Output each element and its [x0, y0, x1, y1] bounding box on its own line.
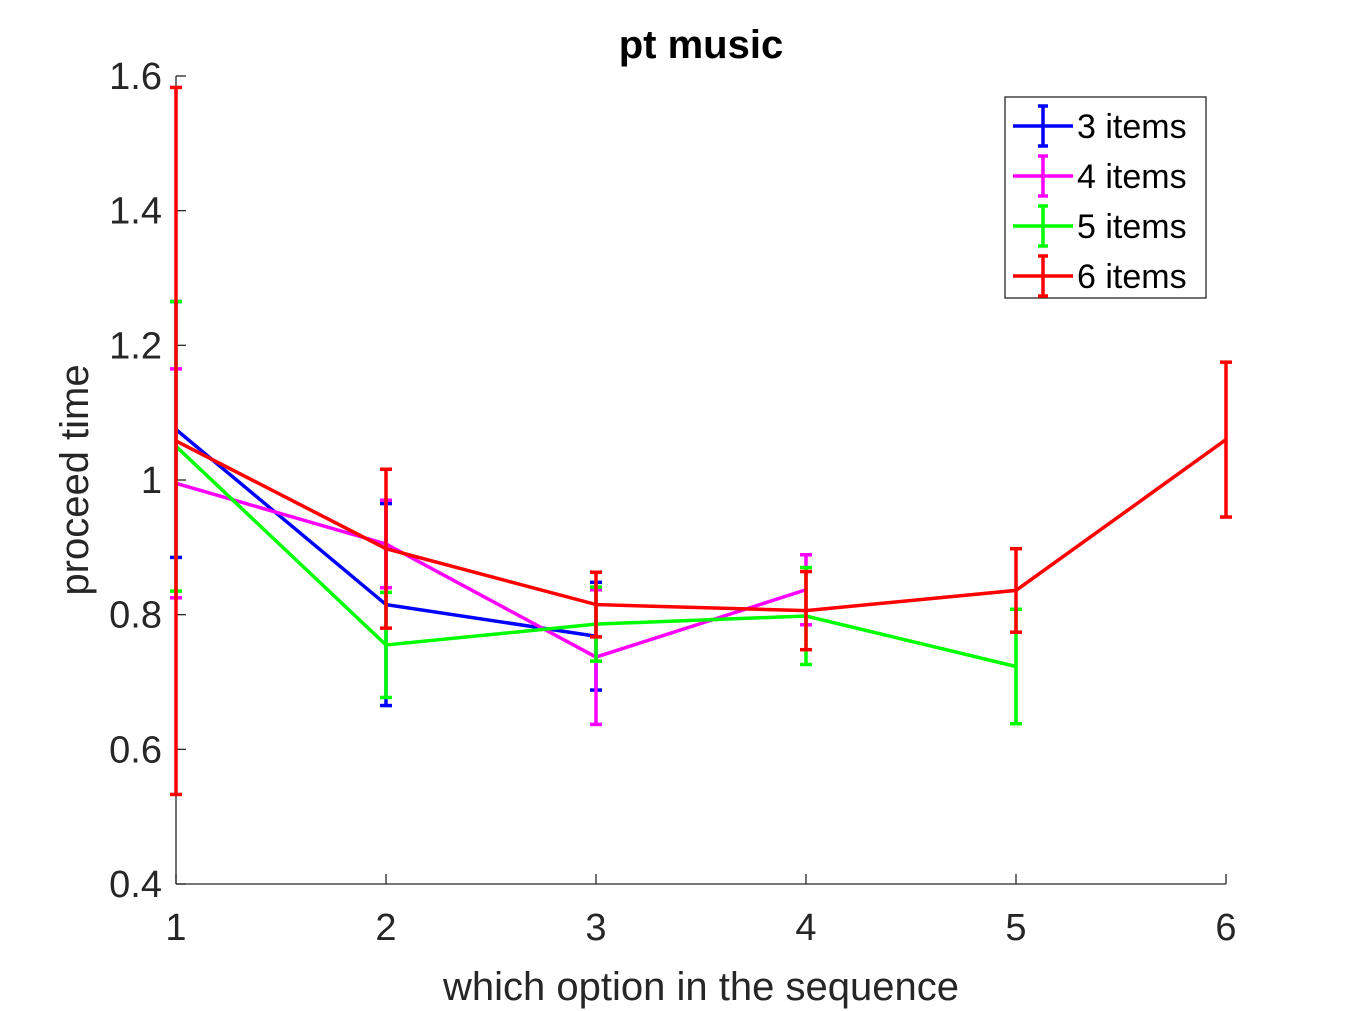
- legend-label: 6 items: [1077, 258, 1187, 296]
- y-tick-label: 1.4: [109, 191, 162, 233]
- legend-item: 3 items: [1013, 104, 1187, 148]
- legend-label: 3 items: [1077, 108, 1187, 146]
- x-tick-label: 5: [1005, 907, 1026, 949]
- x-axis-label: which option in the sequence: [442, 965, 959, 1009]
- series-4: [170, 85, 1232, 797]
- y-tick-label: 1.2: [109, 325, 162, 367]
- series-3: [170, 299, 1022, 726]
- legend-item: 6 items: [1013, 254, 1187, 298]
- legend-item: 5 items: [1013, 204, 1187, 248]
- y-tick-label: 1.6: [109, 56, 162, 98]
- y-tick-label: 0.4: [109, 864, 162, 906]
- legend-label: 5 items: [1077, 208, 1187, 246]
- y-axis-label: proceed time: [53, 364, 97, 595]
- series-line: [175, 438, 1228, 613]
- x-tick-label: 1: [165, 907, 186, 949]
- x-tick-label: 3: [585, 907, 606, 949]
- y-tick-label: 0.8: [109, 595, 162, 637]
- legend-item: 4 items: [1013, 154, 1187, 198]
- plot-area: [170, 85, 1232, 797]
- series-2: [170, 367, 812, 727]
- axes: 1 2 3 4 5 6 0.4 0.6 0.8 1 1.2 1.4 1.6: [109, 56, 1236, 949]
- chart-title: pt music: [619, 23, 783, 67]
- x-tick-label: 2: [375, 907, 396, 949]
- y-tick-label: 1: [141, 460, 162, 502]
- x-tick-label: 4: [795, 907, 816, 949]
- legend: 3 items 4 items 5 items 6 items: [1004, 96, 1207, 299]
- legend-label: 4 items: [1077, 158, 1187, 196]
- y-tick-label: 0.6: [109, 729, 162, 771]
- x-tick-label: 6: [1215, 907, 1236, 949]
- series-line: [175, 481, 807, 659]
